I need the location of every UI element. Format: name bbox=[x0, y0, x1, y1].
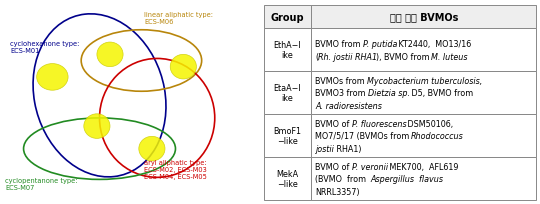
Text: aryl aliphatic type:
ECS-M02, ECS-M03
ECS-M04, ECS-M05: aryl aliphatic type: ECS-M02, ECS-M03 EC… bbox=[144, 159, 207, 179]
Text: 신규 목적 BVMOs: 신규 목적 BVMOs bbox=[389, 13, 458, 22]
Text: BVMO of: BVMO of bbox=[315, 162, 352, 171]
Bar bbox=[311, 157, 536, 200]
Text: KT2440,  MO13/16: KT2440, MO13/16 bbox=[396, 40, 471, 49]
Bar bbox=[264, 72, 311, 114]
Ellipse shape bbox=[37, 64, 68, 91]
Bar bbox=[311, 6, 536, 29]
Text: BVMOs from: BVMOs from bbox=[315, 76, 368, 85]
Text: MEK700,  AFL619: MEK700, AFL619 bbox=[387, 162, 458, 171]
Bar bbox=[264, 157, 311, 200]
Bar bbox=[311, 72, 536, 114]
Text: MO7/5/17 (BVMOs from: MO7/5/17 (BVMOs from bbox=[315, 132, 413, 141]
Bar bbox=[311, 29, 536, 72]
Text: P. veronii: P. veronii bbox=[352, 162, 388, 171]
Ellipse shape bbox=[97, 43, 123, 67]
Text: (BVMO  from: (BVMO from bbox=[315, 174, 372, 183]
Text: cyclopentanone type:
ECS-M07: cyclopentanone type: ECS-M07 bbox=[5, 177, 78, 190]
Bar bbox=[264, 6, 311, 29]
Text: ), BVMO from: ), BVMO from bbox=[376, 52, 433, 61]
Bar bbox=[311, 114, 536, 157]
Text: D5, BVMO from: D5, BVMO from bbox=[409, 89, 473, 98]
Bar bbox=[264, 29, 311, 72]
Text: M. luteus: M. luteus bbox=[431, 52, 468, 61]
Text: BVMO of: BVMO of bbox=[315, 119, 352, 128]
Text: BVMO from: BVMO from bbox=[315, 40, 363, 49]
Ellipse shape bbox=[139, 137, 165, 161]
Text: jostii: jostii bbox=[315, 144, 334, 153]
Text: linear aliphatic type:
ECS-M06: linear aliphatic type: ECS-M06 bbox=[144, 12, 213, 25]
Text: EthA−l
ike: EthA−l ike bbox=[274, 41, 301, 60]
Ellipse shape bbox=[170, 55, 197, 80]
Bar bbox=[264, 114, 311, 157]
Text: A. radioresistens: A. radioresistens bbox=[315, 101, 382, 110]
Text: Group: Group bbox=[271, 13, 304, 22]
Text: Dietzia sp.: Dietzia sp. bbox=[368, 89, 409, 98]
Text: Mycobacterium tuberculosis,: Mycobacterium tuberculosis, bbox=[367, 76, 482, 85]
Text: P. fluorescens: P. fluorescens bbox=[352, 119, 406, 128]
Text: NRRL3357): NRRL3357) bbox=[315, 187, 360, 196]
Text: RHA1): RHA1) bbox=[334, 144, 361, 153]
Ellipse shape bbox=[84, 114, 110, 139]
Text: (: ( bbox=[315, 52, 319, 61]
Text: P. putida: P. putida bbox=[363, 40, 397, 49]
Text: Rhodococcus: Rhodococcus bbox=[410, 132, 463, 141]
Text: cyclohexanone type:
ECS-M01: cyclohexanone type: ECS-M01 bbox=[10, 41, 80, 54]
Text: DSM50106,: DSM50106, bbox=[405, 119, 453, 128]
Text: BVMO3 from: BVMO3 from bbox=[315, 89, 369, 98]
Text: Rh. jostii RHA1: Rh. jostii RHA1 bbox=[319, 52, 377, 61]
Text: BmoF1
−like: BmoF1 −like bbox=[273, 126, 301, 145]
Text: EtaA−l
ike: EtaA−l ike bbox=[274, 83, 301, 103]
Text: Aspergillus  flavus: Aspergillus flavus bbox=[370, 174, 443, 183]
Text: MekA
−like: MekA −like bbox=[276, 169, 299, 188]
